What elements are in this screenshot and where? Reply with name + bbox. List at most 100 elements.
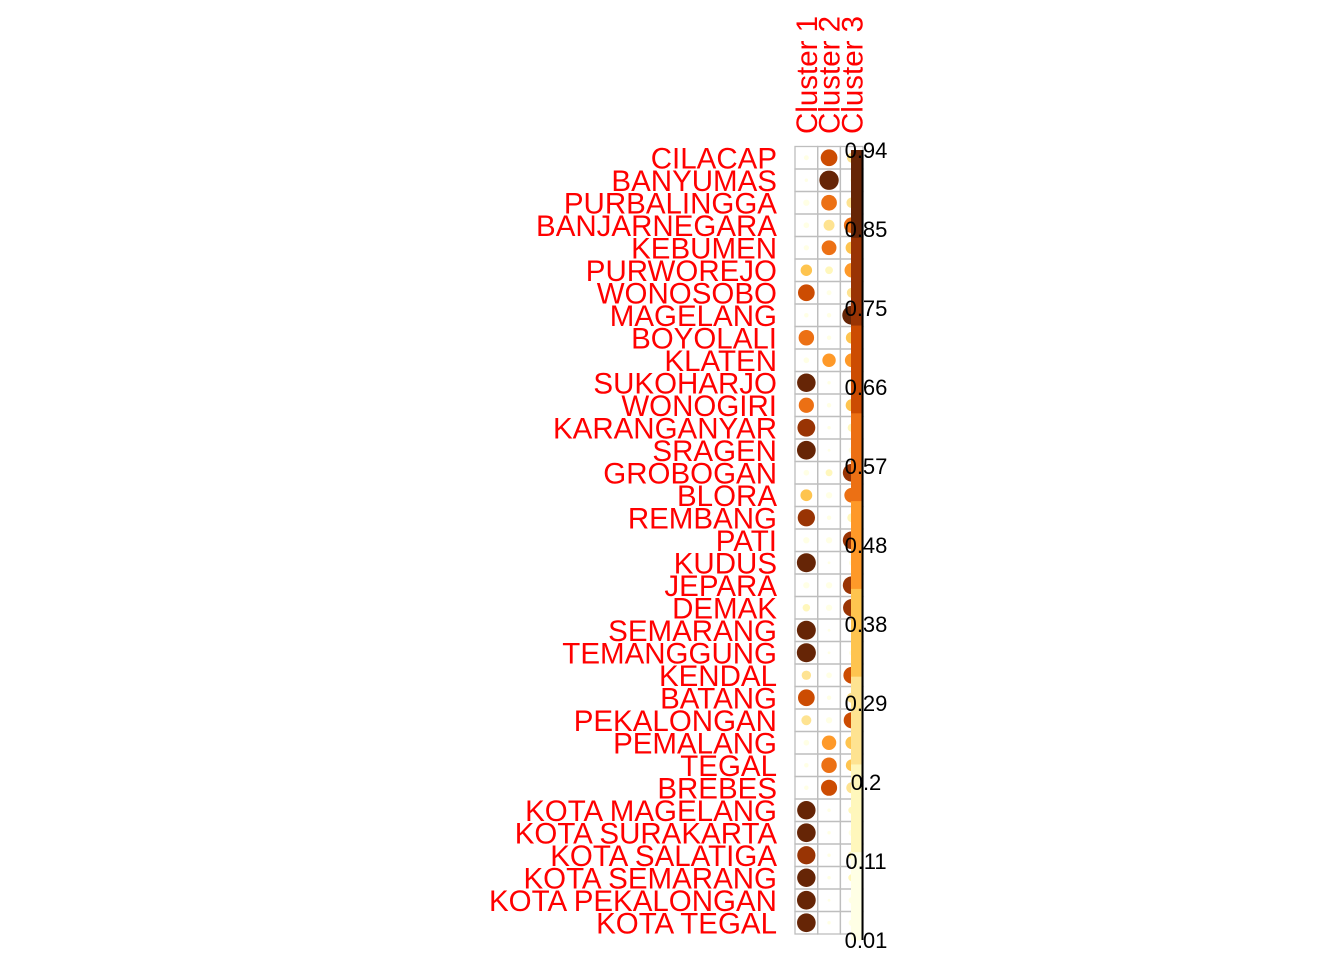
value-circle xyxy=(796,620,816,640)
value-circle xyxy=(802,604,811,612)
legend-tick-label: 0.94 xyxy=(845,138,888,163)
row-label: KARANGANYAR xyxy=(553,412,777,445)
legend-tick-label: 0.66 xyxy=(845,375,888,400)
row-label: GROBOGAN xyxy=(603,457,777,490)
value-circle xyxy=(825,266,833,275)
row-label: TEMANGGUNG xyxy=(562,637,777,670)
column-label: Cluster 3 xyxy=(836,16,869,134)
value-circle xyxy=(827,426,831,430)
value-circle xyxy=(801,715,812,726)
value-circle xyxy=(827,628,831,632)
value-circle xyxy=(826,515,832,520)
value-circle xyxy=(826,313,832,318)
column-label: Cluster 1 xyxy=(791,16,824,134)
row-label: KOTA MAGELANG xyxy=(525,795,777,828)
value-circle xyxy=(804,763,809,768)
value-circle xyxy=(827,921,831,925)
value-circle xyxy=(825,492,833,499)
value-circle xyxy=(796,553,816,573)
row-label: DEMAK xyxy=(672,592,777,625)
value-circle xyxy=(797,509,815,527)
legend-swatch xyxy=(851,852,862,941)
value-circle xyxy=(800,264,813,276)
value-circle xyxy=(804,313,809,318)
value-circle xyxy=(797,284,815,302)
color-legend: 0.94 0.85 0.75 0.66 0.57 0.48 0.38 0.29 0.2 0.11 0… xyxy=(845,138,888,953)
value-circle xyxy=(827,561,831,565)
value-circle xyxy=(827,898,831,902)
value-circle xyxy=(797,823,816,843)
value-circle xyxy=(819,170,839,190)
value-circle xyxy=(820,779,838,796)
row-label: KOTA SURAKARTA xyxy=(515,817,778,850)
legend-swatch xyxy=(851,501,862,590)
row-label: BATANG xyxy=(660,682,777,715)
value-circle xyxy=(804,178,809,182)
value-circle xyxy=(797,689,815,707)
row-label: PURBALINGGA xyxy=(564,187,777,220)
value-circle xyxy=(823,219,835,231)
row-label: MAGELANG xyxy=(610,300,777,333)
row-label: KOTA SALATIGA xyxy=(550,840,777,873)
value-circle xyxy=(821,757,837,773)
row-label: BLORA xyxy=(677,480,777,513)
legend-tick-label: 0.48 xyxy=(845,533,888,558)
row-label: BREBES xyxy=(657,772,777,805)
row-label: KLATEN xyxy=(664,345,777,378)
value-circle xyxy=(827,448,831,452)
value-circle xyxy=(827,831,831,835)
row-label: SEMARANG xyxy=(608,615,777,648)
value-circle xyxy=(821,240,837,256)
value-circle xyxy=(827,808,831,812)
column-label: Cluster 2 xyxy=(814,16,847,134)
legend-tick-label: 0.2 xyxy=(851,770,882,795)
value-circle xyxy=(825,537,833,544)
value-circle xyxy=(797,373,816,393)
row-label: PEKALONGAN xyxy=(574,705,777,738)
row-label: PATI xyxy=(716,525,777,558)
value-circle xyxy=(825,582,833,589)
row-label: PURWOREJO xyxy=(586,255,777,288)
value-circle xyxy=(796,440,816,460)
value-circle xyxy=(821,194,837,211)
value-circle xyxy=(801,670,812,680)
row-label: KUDUS xyxy=(674,547,777,580)
value-circle xyxy=(797,801,816,820)
value-circle xyxy=(798,397,814,413)
value-circle xyxy=(827,381,831,385)
legend-tick-label: 0.38 xyxy=(845,612,888,637)
row-label: KENDAL xyxy=(659,660,777,693)
legend-tick-label: 0.57 xyxy=(845,454,888,479)
value-circle xyxy=(800,489,813,502)
legend-tick-label: 0.75 xyxy=(845,296,888,321)
value-circle xyxy=(797,913,816,933)
row-label: KOTA SEMARANG xyxy=(523,862,777,895)
legend-tick-label: 0.85 xyxy=(845,217,888,242)
value-circle xyxy=(803,537,810,544)
row-label: PEMALANG xyxy=(613,727,777,760)
row-label: SRAGEN xyxy=(652,435,777,468)
value-circle xyxy=(827,853,831,857)
value-circle xyxy=(803,155,809,161)
value-circle xyxy=(803,582,810,589)
value-circle xyxy=(820,149,838,167)
row-label: BANJARNEGARA xyxy=(536,210,777,243)
value-circle xyxy=(826,695,832,700)
legend-swatch xyxy=(851,150,862,239)
value-circle xyxy=(796,643,816,663)
value-circle xyxy=(804,785,809,790)
legend-tick-label: 0.01 xyxy=(845,928,888,953)
value-circle xyxy=(827,651,831,655)
row-label: CILACAP xyxy=(651,142,777,175)
row-label: WONOGIRI xyxy=(621,390,777,423)
row-label: KOTA PEKALONGAN xyxy=(489,885,777,918)
value-circle xyxy=(797,418,816,437)
value-circle xyxy=(803,739,810,746)
row-label: BANYUMAS xyxy=(611,165,777,198)
value-circle xyxy=(803,199,810,206)
legend-swatch xyxy=(851,676,862,765)
legend-swatch xyxy=(851,237,862,327)
value-circle xyxy=(826,403,832,408)
